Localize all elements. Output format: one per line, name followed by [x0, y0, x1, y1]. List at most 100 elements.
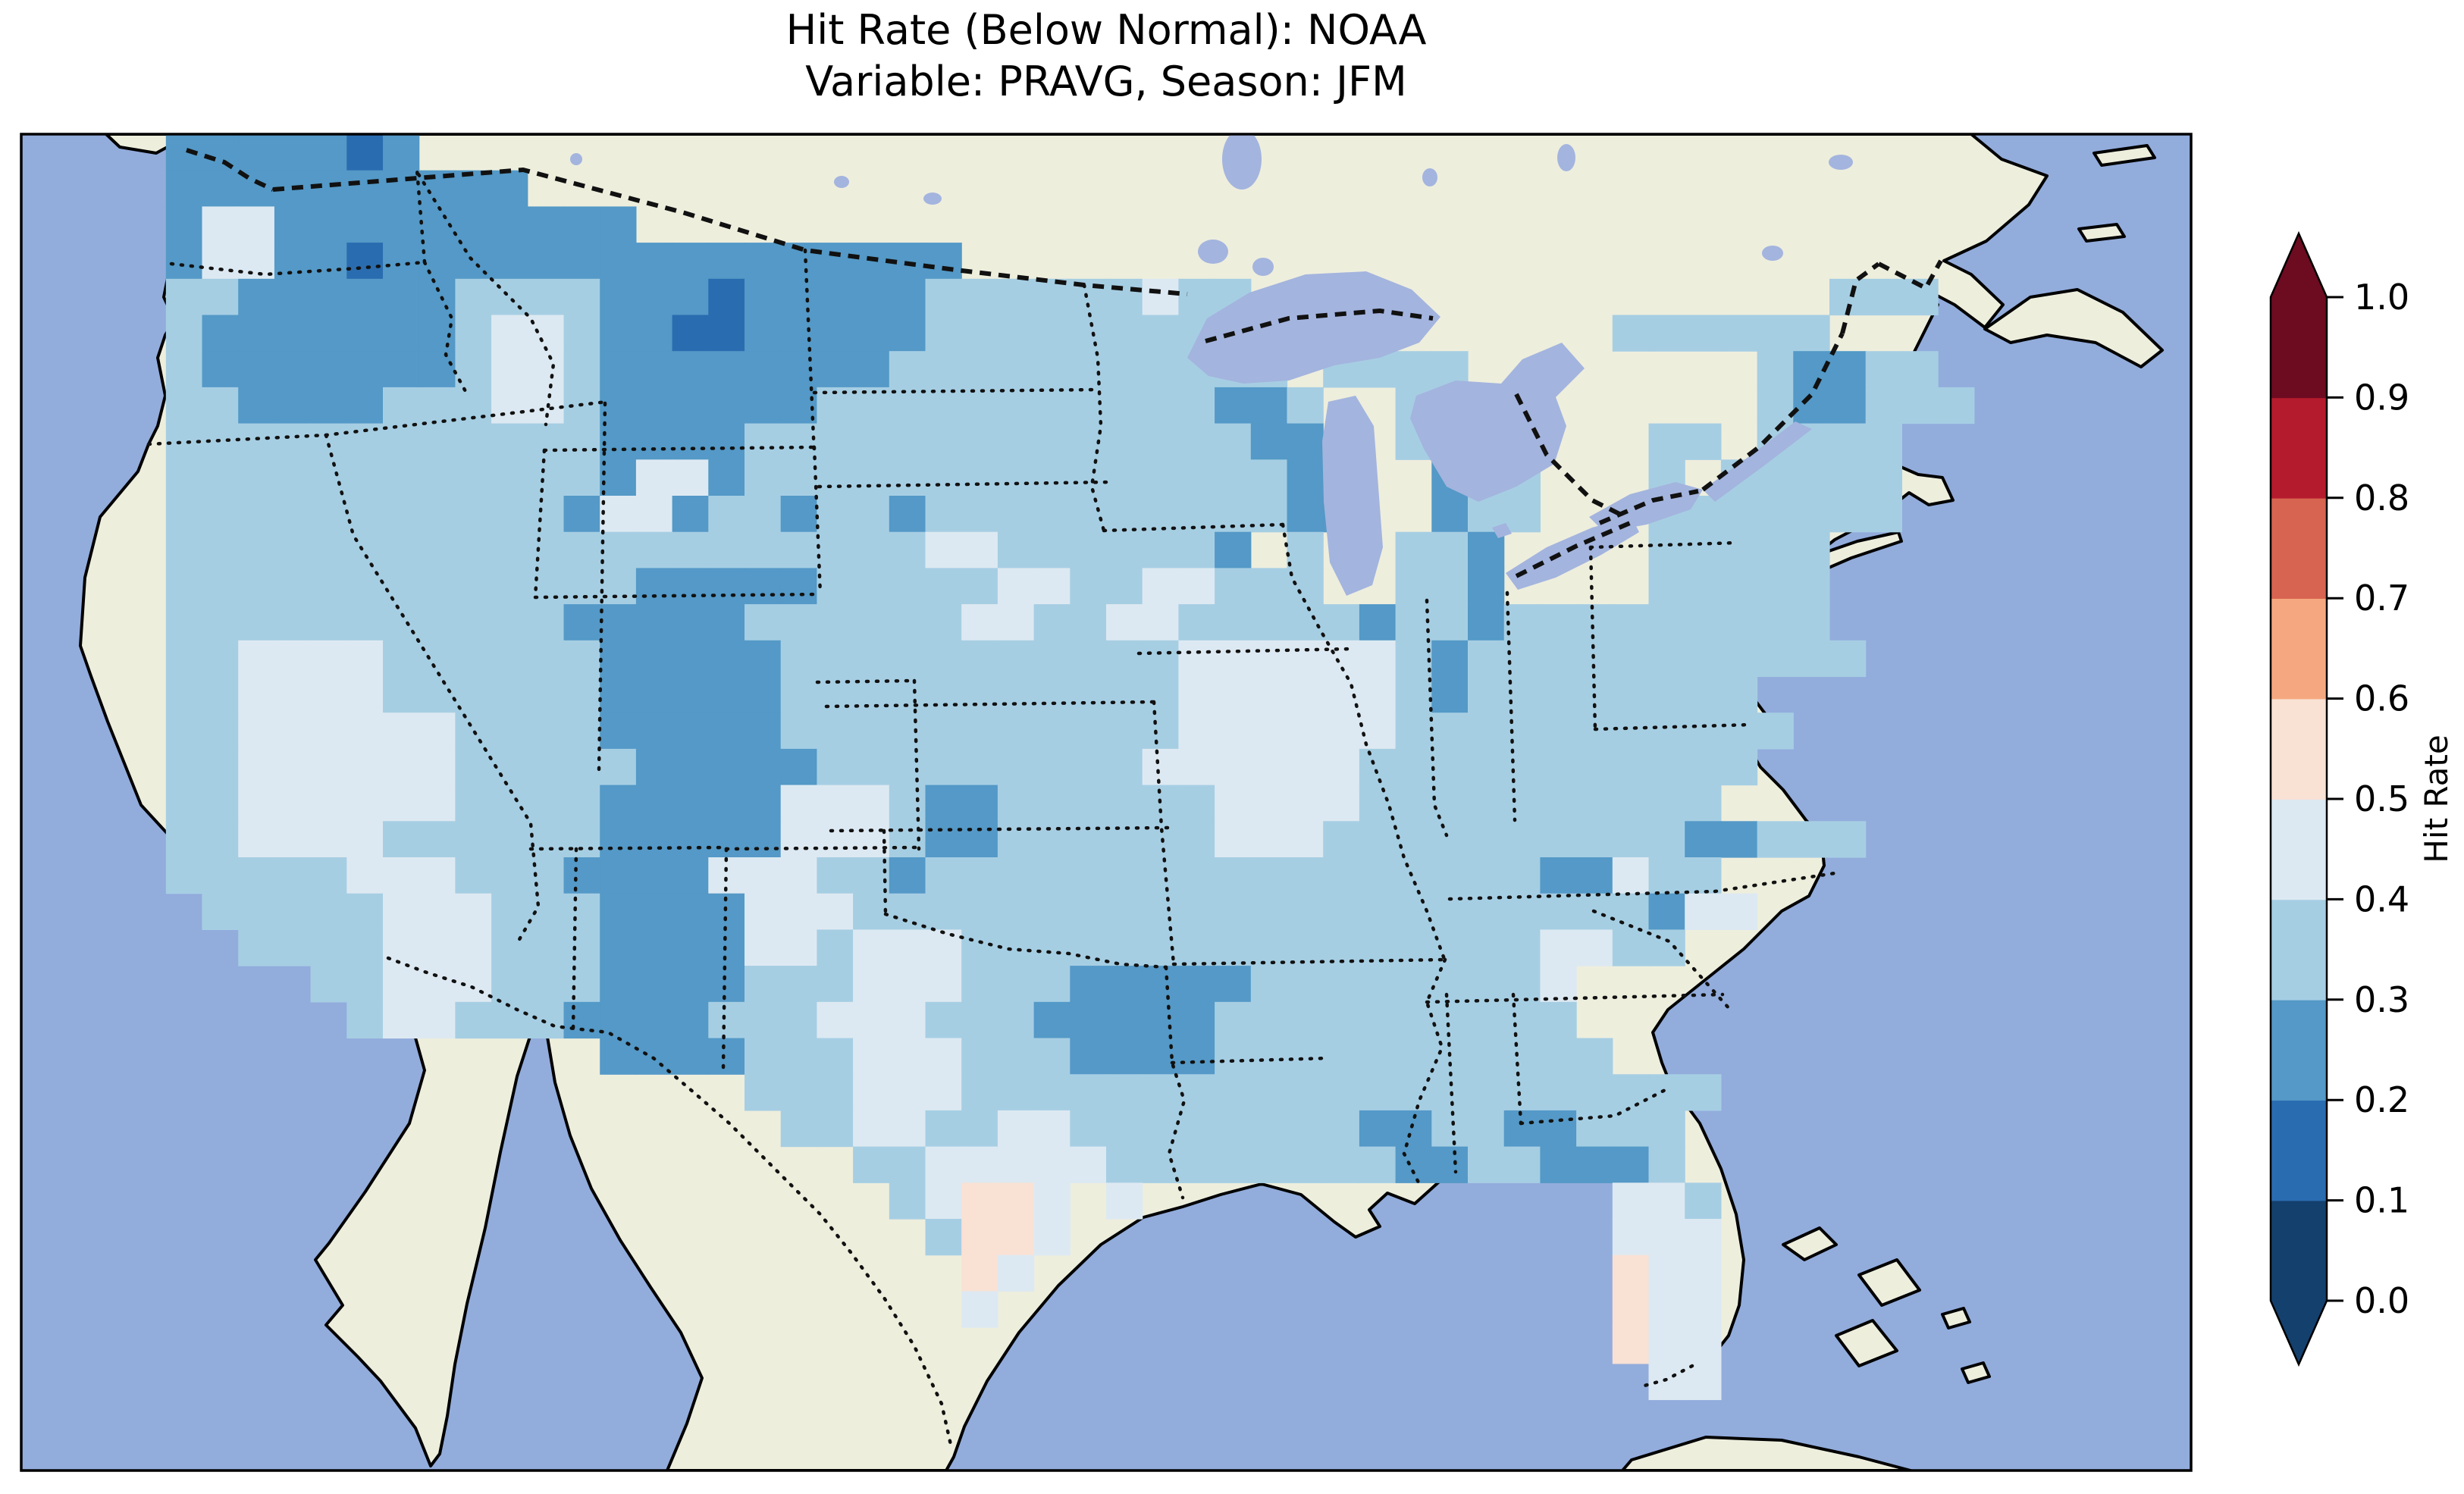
grid-cell: [1865, 423, 1902, 460]
grid-cell: [1757, 351, 1794, 388]
grid-cell: [961, 1146, 998, 1183]
grid-cell: [274, 604, 312, 641]
grid-cell: [1070, 531, 1107, 568]
grid-cell: [563, 748, 600, 786]
grid-cell: [961, 893, 998, 930]
grid-cell: [383, 278, 420, 316]
grid-cell: [1468, 568, 1505, 605]
grid-cell: [1720, 531, 1758, 568]
grid-cell: [202, 785, 239, 822]
grid-cell: [817, 1074, 854, 1111]
grid-cell: [527, 206, 565, 243]
grid-cell: [961, 315, 998, 352]
grid-cell: [383, 243, 420, 280]
grid-cell: [274, 821, 312, 858]
grid-cell: [1793, 496, 1830, 533]
grid-cell: [1720, 748, 1758, 786]
grid-cell: [1648, 1327, 1685, 1364]
grid-cell: [997, 857, 1035, 894]
grid-cell: [853, 459, 890, 496]
grid-cell: [491, 676, 528, 713]
grid-cell: [1503, 496, 1541, 533]
grid-cell: [600, 1001, 637, 1039]
grid-cell: [274, 893, 312, 930]
state-border-line: [1164, 965, 1187, 1200]
small-lake: [1422, 168, 1437, 186]
grid-cell: [1793, 315, 1830, 352]
grid-cell: [925, 315, 962, 352]
state-border-line: [1511, 992, 1523, 1126]
grid-cell: [274, 713, 312, 750]
grid-cell: [455, 785, 492, 822]
grid-cell: [1576, 1110, 1613, 1148]
grid-cell: [635, 351, 673, 388]
state-border-line: [829, 825, 1170, 833]
grid-cell: [961, 1038, 998, 1075]
grid-cell: [1612, 785, 1650, 822]
grid-cell: [925, 785, 962, 822]
map-canvas: [21, 134, 2191, 1471]
colorbar-under-arrow: [2271, 1301, 2327, 1364]
colorbar-segment: [2271, 598, 2327, 700]
grid-cell: [165, 604, 203, 641]
grid-cell: [202, 531, 239, 568]
grid-cell: [1359, 676, 1397, 713]
grid-cell: [600, 640, 637, 678]
anticosti-island: [2093, 144, 2156, 167]
grid-cell: [1287, 459, 1324, 496]
grid-cell: [1215, 713, 1252, 750]
grid-cell: [1142, 713, 1179, 750]
grid-cell: [635, 929, 673, 966]
grid-cell: [165, 713, 203, 750]
grid-cell: [961, 351, 998, 388]
grid-cell: [1359, 1146, 1397, 1183]
grid-cell: [1468, 1038, 1505, 1075]
grid-cell: [745, 243, 782, 280]
grid-cell: [997, 531, 1035, 568]
grid-cell: [1070, 676, 1107, 713]
grid-cell: [1287, 604, 1324, 641]
bahamas-island: [1961, 1361, 1991, 1384]
grid-cell: [925, 351, 962, 388]
grid-cell: [745, 748, 782, 786]
small-lake: [1762, 246, 1783, 261]
grid-cell: [1720, 496, 1758, 533]
grid-cell: [925, 1219, 962, 1256]
grid-cell: [925, 640, 962, 678]
grid-cell: [1648, 423, 1685, 460]
grid-cell: [491, 966, 528, 1003]
grid-cell: [780, 713, 817, 750]
colorbar-over-arrow: [2271, 233, 2327, 297]
grid-cell: [889, 496, 926, 533]
grid-cell: [745, 1038, 782, 1075]
grid-cell: [1033, 713, 1071, 750]
grid-cell: [491, 531, 528, 568]
colorbar-tick-label: 1.0: [2354, 277, 2409, 318]
grid-cell: [1612, 857, 1650, 894]
grid-cell: [961, 857, 998, 894]
grid-cell: [563, 243, 600, 280]
grid-cell: [1793, 604, 1830, 641]
grid-cell: [1250, 929, 1288, 966]
state-border-line: [1637, 1364, 1694, 1389]
grid-cell: [997, 315, 1035, 352]
colorbar-tick-label: 0.5: [2354, 778, 2409, 819]
grid-cell: [1395, 676, 1432, 713]
grid-cell: [346, 893, 384, 930]
grid-cell: [961, 1254, 998, 1292]
grid-cell: [274, 568, 312, 605]
grid-cell: [1829, 351, 1867, 388]
grid-cell: [383, 857, 420, 894]
grid-cell: [817, 857, 854, 894]
grid-cell: [455, 170, 492, 207]
grid-cell: [202, 676, 239, 713]
grid-cell: [1142, 1001, 1179, 1039]
grid-cell: [997, 929, 1035, 966]
grid-cell: [202, 568, 239, 605]
grid-cell: [780, 278, 817, 316]
grid-cell: [817, 1038, 854, 1075]
grid-cell: [1287, 676, 1324, 713]
state-border-line: [1713, 871, 1837, 894]
grid-cell: [383, 387, 420, 424]
grid-cell: [238, 857, 275, 894]
